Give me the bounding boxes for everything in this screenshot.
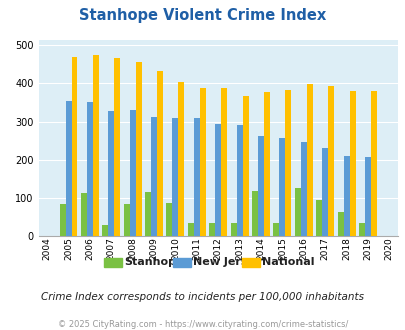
Bar bbox=[327, 86, 333, 236]
Bar bbox=[279, 138, 285, 236]
Bar bbox=[358, 223, 364, 236]
Bar bbox=[166, 203, 172, 236]
Bar bbox=[294, 188, 300, 236]
Bar bbox=[257, 136, 263, 236]
Bar bbox=[87, 102, 93, 236]
Bar bbox=[315, 200, 322, 236]
Text: Stanhope Violent Crime Index: Stanhope Violent Crime Index bbox=[79, 8, 326, 23]
Bar bbox=[221, 88, 227, 236]
Bar bbox=[263, 92, 269, 236]
Text: New Jersey: New Jersey bbox=[192, 257, 262, 267]
Bar bbox=[215, 124, 221, 236]
Bar bbox=[124, 204, 129, 236]
Bar bbox=[145, 192, 151, 236]
Bar bbox=[285, 89, 291, 236]
Bar bbox=[349, 91, 355, 236]
Bar bbox=[129, 110, 135, 236]
Bar bbox=[322, 148, 327, 236]
Bar bbox=[93, 55, 99, 236]
Bar bbox=[343, 156, 349, 236]
Bar bbox=[300, 142, 306, 236]
Bar bbox=[236, 125, 242, 236]
Text: Stanhope: Stanhope bbox=[124, 257, 183, 267]
Text: Crime Index corresponds to incidents per 100,000 inhabitants: Crime Index corresponds to incidents per… bbox=[41, 292, 364, 302]
Text: National: National bbox=[261, 257, 313, 267]
Bar bbox=[172, 118, 178, 236]
Bar bbox=[230, 223, 236, 236]
Bar bbox=[273, 223, 279, 236]
Bar bbox=[370, 91, 376, 236]
Bar bbox=[193, 118, 199, 236]
Bar bbox=[157, 71, 163, 236]
Bar bbox=[188, 223, 193, 236]
Bar bbox=[178, 82, 184, 236]
Bar bbox=[151, 117, 157, 236]
Bar bbox=[71, 57, 77, 236]
Bar bbox=[81, 193, 87, 236]
Bar bbox=[60, 204, 65, 236]
Bar bbox=[364, 157, 370, 236]
Bar bbox=[209, 223, 215, 236]
Bar bbox=[337, 212, 343, 236]
Bar bbox=[252, 191, 257, 236]
Bar bbox=[65, 101, 71, 236]
Bar bbox=[242, 96, 248, 236]
Bar bbox=[108, 111, 114, 236]
Bar bbox=[114, 58, 120, 236]
Bar bbox=[199, 88, 205, 236]
Text: © 2025 CityRating.com - https://www.cityrating.com/crime-statistics/: © 2025 CityRating.com - https://www.city… bbox=[58, 320, 347, 329]
Bar bbox=[306, 84, 312, 236]
Bar bbox=[102, 224, 108, 236]
Bar bbox=[135, 62, 141, 236]
